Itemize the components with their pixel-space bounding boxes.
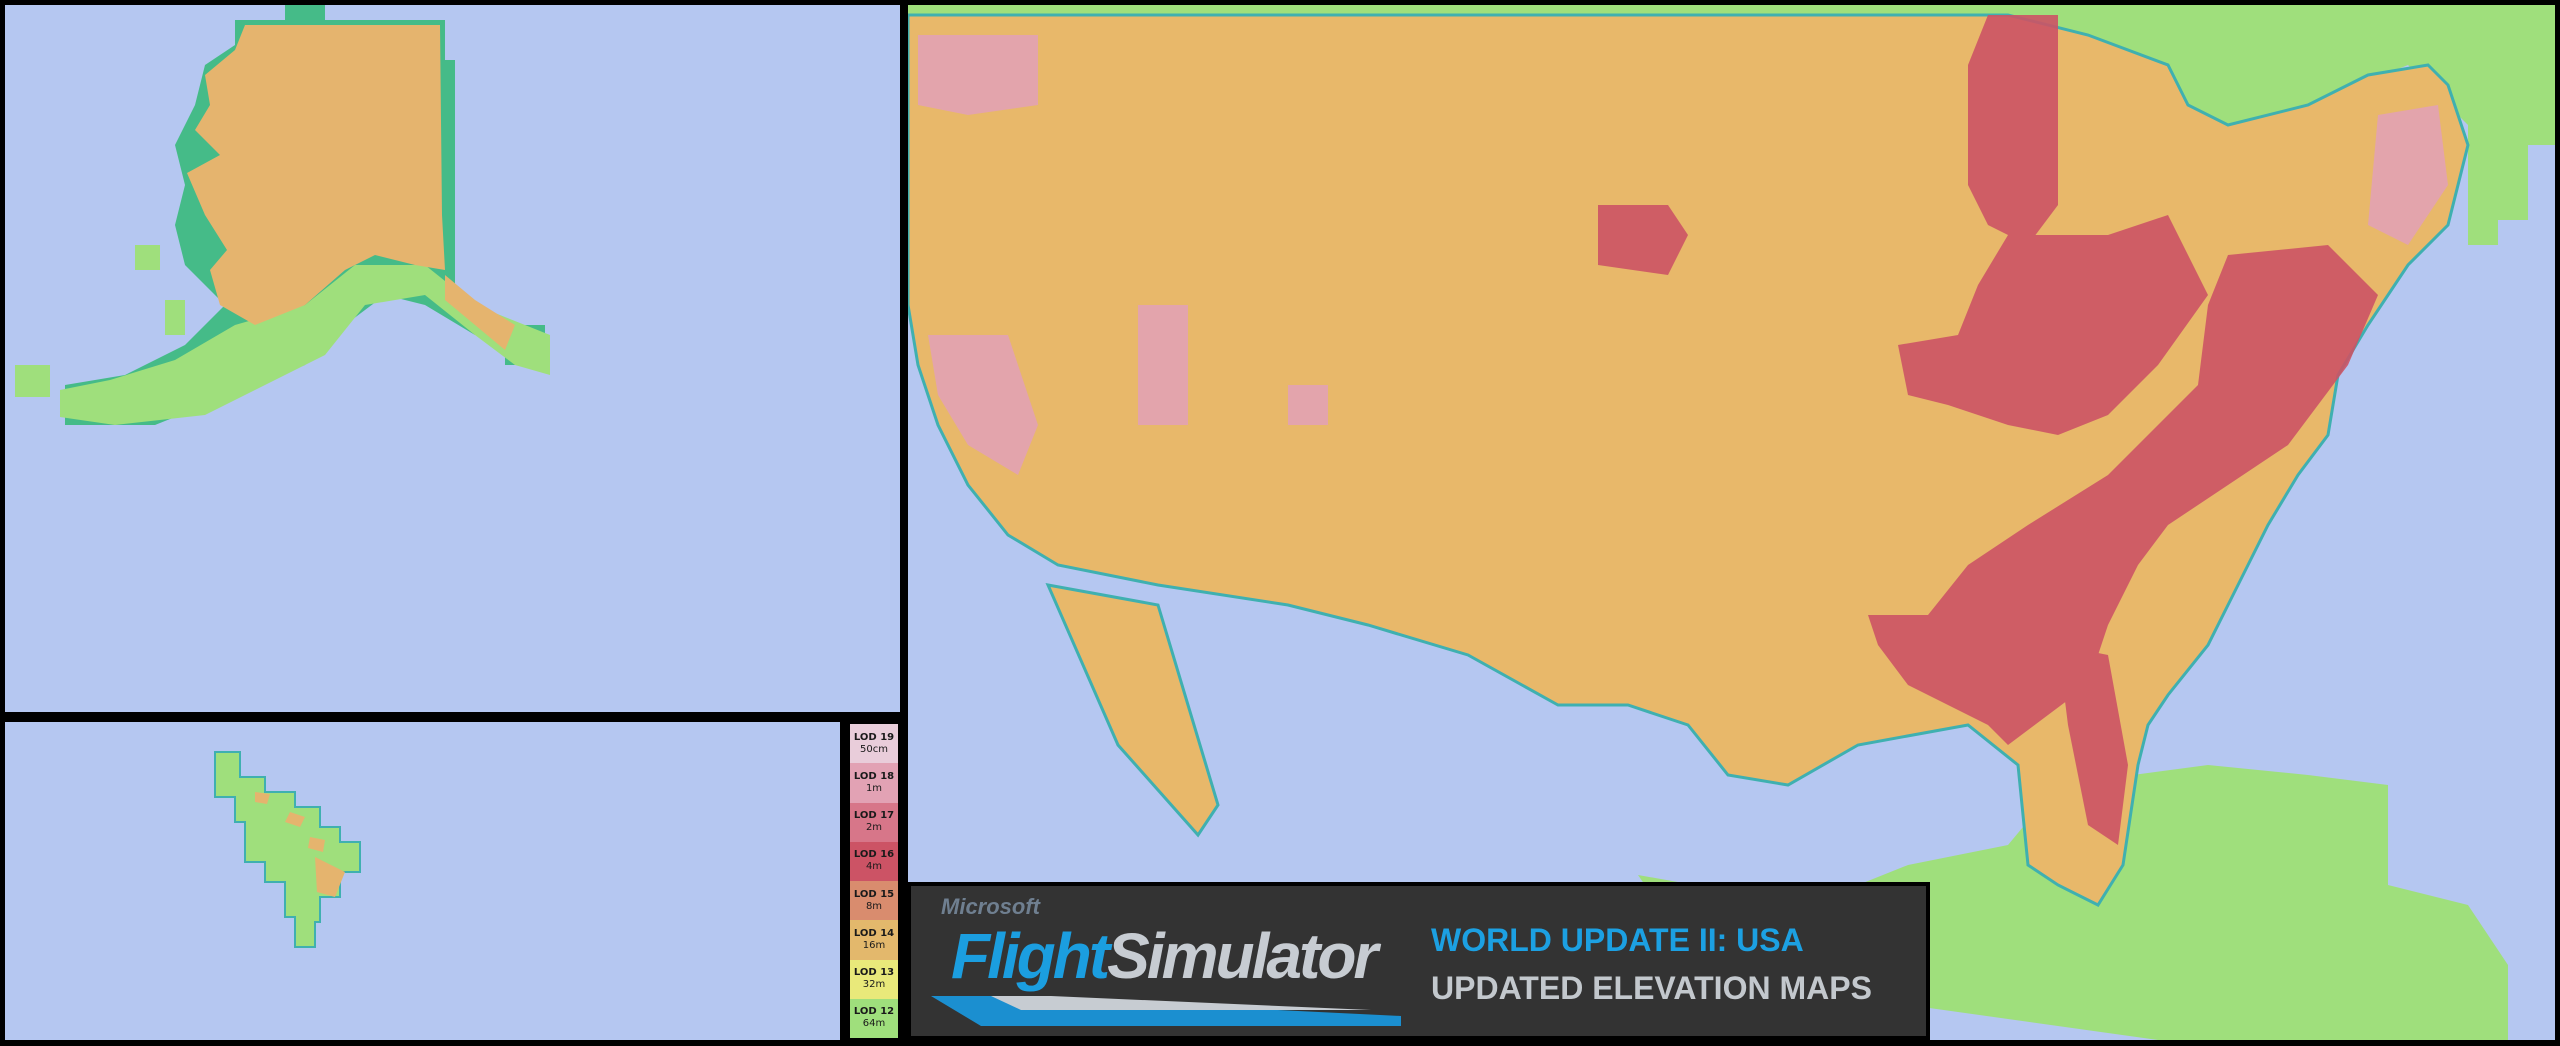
usa-map (908, 5, 2555, 1040)
legend-item: LOD 14 16m (850, 920, 898, 960)
alaska-map (15, 5, 550, 425)
legend-lod: LOD 18 (853, 770, 895, 782)
banner-subtitle: UPDATED ELEVATION MAPS (1431, 970, 1872, 1006)
legend-item: LOD 13 32m (850, 959, 898, 999)
logo-flight-simulator: FlightSimulator (951, 920, 1378, 992)
legend-item: LOD 12 64m (850, 998, 898, 1038)
legend-item: LOD 16 4m (850, 841, 898, 881)
hawaii-islands (255, 792, 345, 897)
legend-resolution: 1m (865, 782, 883, 794)
logo-wing-icon (931, 996, 1401, 1026)
legend-lod: LOD 17 (853, 810, 895, 822)
legend-resolution: 16m (862, 939, 886, 951)
legend-item: LOD 18 1m (850, 763, 898, 803)
alaska-lod12 (15, 245, 550, 425)
usa-lod16-regions (1598, 15, 2378, 845)
contiguous-usa-map-panel (908, 5, 2555, 1040)
lod-legend: LOD 19 50cm LOD 18 1m LOD 17 2m LOD 16 4m LOD 15… (850, 724, 898, 1038)
legend-resolution: 2m (865, 822, 883, 834)
legend-resolution: 32m (862, 979, 886, 991)
legend-lod: LOD 19 (853, 731, 895, 743)
banner-title: WORLD UPDATE II: USA (1431, 922, 1804, 958)
alaska-lod14-land (187, 25, 515, 350)
legend-lod: LOD 13 (853, 967, 895, 979)
legend-resolution: 4m (865, 861, 883, 873)
title-banner: Microsoft FlightSimulator WORLD UPDATE I… (907, 882, 1930, 1040)
legend-lod: LOD 15 (853, 888, 895, 900)
legend-item: LOD 19 50cm (850, 724, 898, 764)
legend-lod: LOD 14 (853, 927, 895, 939)
legend-item: LOD 17 2m (850, 802, 898, 842)
hawaii-map (214, 751, 361, 948)
legend-item: LOD 15 8m (850, 881, 898, 921)
hawaii-map-panel (5, 722, 840, 1040)
hawaii-lod12 (214, 751, 361, 948)
legend-resolution: 64m (862, 1018, 886, 1030)
legend-resolution: 8m (865, 900, 883, 912)
legend-resolution: 50cm (860, 743, 888, 755)
legend-lod: LOD 16 (853, 849, 895, 861)
alaska-map-panel (5, 5, 900, 712)
logo-microsoft: Microsoft (941, 894, 1040, 919)
legend-lod: LOD 12 (853, 1006, 895, 1018)
